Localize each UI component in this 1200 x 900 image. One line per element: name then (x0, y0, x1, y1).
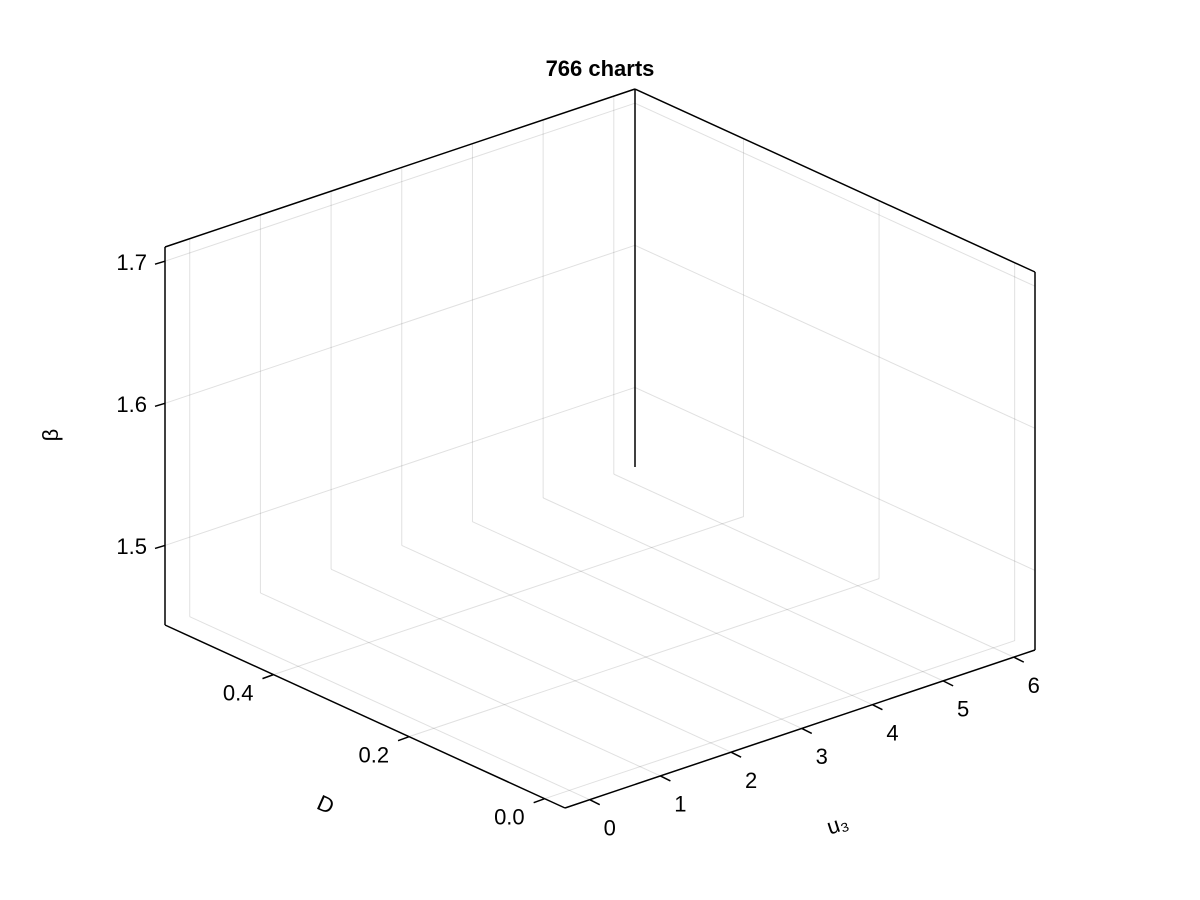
grid-line (408, 578, 880, 738)
z-tick-label: 1.5 (116, 534, 147, 559)
x-tick (1013, 656, 1025, 663)
y-tick-label: 0.0 (494, 805, 525, 830)
z-tick (154, 402, 166, 408)
grid-line (613, 473, 1015, 658)
x-tick-label: 4 (886, 720, 898, 745)
y-tick-label: 0.4 (223, 680, 254, 705)
grid-line (401, 544, 802, 729)
box-edge (634, 88, 1036, 273)
grid-line (542, 497, 944, 682)
grid-line (189, 616, 590, 801)
box-edge (164, 624, 566, 809)
x-tick (589, 799, 601, 806)
x-tick (801, 727, 813, 735)
grid-line (164, 386, 636, 546)
grid-line (634, 102, 1036, 287)
x-tick-label: 2 (745, 768, 757, 793)
grid-line (260, 592, 661, 777)
z-tick (154, 260, 166, 265)
x-axis-label: u₃ (824, 809, 852, 839)
grid-line (273, 516, 744, 676)
y-tick-label: 0.2 (358, 742, 389, 767)
z-axis-label: β (38, 429, 63, 442)
x-tick-label: 1 (674, 792, 686, 817)
x-tick-label: 6 (1028, 673, 1040, 698)
z-tick (154, 544, 166, 550)
box-edge (164, 88, 636, 248)
x-tick-label: 3 (816, 744, 828, 769)
x-tick-label: 0 (604, 815, 616, 840)
x-tick (942, 680, 954, 687)
grid-line (472, 521, 873, 706)
x-tick (660, 775, 671, 782)
chart-title: 766 charts (546, 56, 655, 81)
y-tick (397, 735, 410, 742)
y-axis-label: D (313, 790, 338, 819)
y-tick (262, 673, 274, 680)
box-edge (564, 649, 1036, 809)
axes: 0 1 2 3 4 5 6 0.0 0.2 0.4 1.5 1.6 1.7 u₃ Dβ (38, 88, 1040, 840)
grid-line (544, 640, 1015, 800)
grid-line (634, 244, 1036, 429)
y-tick (533, 797, 545, 804)
x-tick (730, 751, 742, 758)
x-tick (872, 703, 883, 711)
grid-line (330, 568, 732, 753)
grid-line (164, 102, 636, 262)
x-tick-label: 5 (957, 697, 969, 722)
grid-line (634, 386, 1036, 571)
z-tick-label: 1.6 (116, 392, 147, 417)
panes (164, 96, 1036, 801)
grid-line (164, 244, 636, 404)
z-tick-label: 1.7 (116, 250, 147, 275)
